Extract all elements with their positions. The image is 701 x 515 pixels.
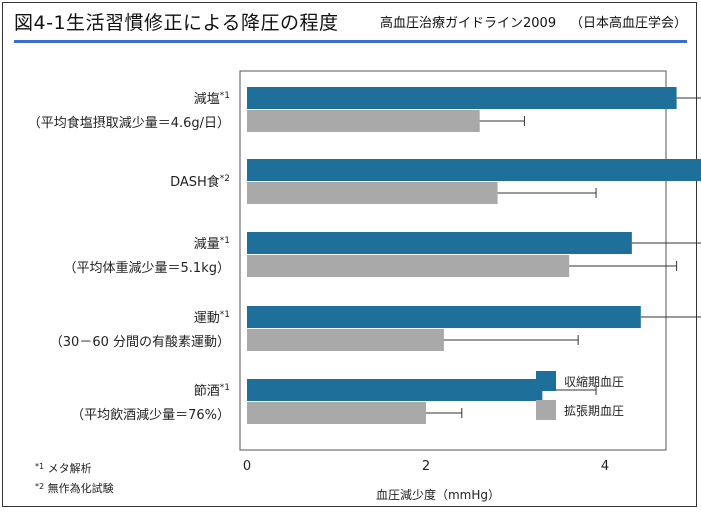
diastolic-bar-3 [247, 329, 444, 351]
systolic-bar-0 [247, 87, 677, 109]
legend-label-1: 拡張期血圧 [564, 404, 624, 418]
legend-label-0: 収縮期血圧 [564, 374, 624, 389]
category-mark-1: *2 [220, 174, 230, 184]
slide-title: 図4-1生活習慣修正による降圧の程度 [14, 12, 339, 34]
legend-swatch-1 [536, 400, 556, 420]
footnote-text-1: 無作為化試験 [44, 481, 114, 495]
category-sublabel-2: （平均体重減少量＝5.1kg） [64, 260, 230, 276]
category-name-3: 運動 [194, 311, 220, 326]
diastolic-bar-4 [247, 402, 426, 424]
category-name-1: DASH食 [170, 174, 220, 190]
category-mark-0: *1 [220, 91, 230, 101]
systolic-bar-2 [247, 232, 632, 254]
category-label-0: 減塩*1 [194, 91, 230, 107]
diastolic-bar-2 [247, 255, 570, 277]
x-tick-label-1: 2 [422, 459, 430, 474]
header-rule [14, 40, 687, 43]
systolic-bar-4 [247, 379, 543, 401]
footnote-mark-0: *1 [35, 462, 44, 471]
category-label-1: DASH食*2 [170, 174, 230, 190]
footnote-mark-1: *2 [35, 482, 44, 491]
organization-label: （日本高血圧学会） [570, 16, 688, 31]
category-mark-4: *1 [220, 383, 230, 393]
category-sublabel-0: （平均食塩摂取減少量＝4.6g/日） [28, 115, 230, 131]
footnote-text-0: メタ解析 [44, 461, 92, 475]
footnote-0: *1 メタ解析 [35, 461, 92, 475]
x-tick-label-0: 0 [243, 459, 251, 474]
footnote-1: *2 無作為化試験 [35, 481, 114, 495]
category-label-2: 減量*1 [194, 236, 230, 252]
category-label-4: 節酒*1 [194, 383, 230, 399]
systolic-bar-3 [247, 306, 641, 328]
diastolic-bar-0 [247, 110, 480, 132]
category-name-0: 減塩 [194, 91, 220, 107]
category-sublabel-3: （30－60 分間の有酸素運動） [50, 335, 230, 350]
category-name-4: 節酒 [194, 384, 220, 399]
category-name-2: 減量 [194, 236, 220, 252]
x-axis-title: 血圧減少度（mmHg） [376, 487, 500, 502]
category-sublabel-4: （平均飲酒減少量＝76%） [71, 407, 230, 423]
category-label-3: 運動*1 [194, 310, 230, 326]
category-mark-2: *1 [220, 236, 230, 246]
legend-swatch-0 [536, 371, 556, 391]
source-label: 高血圧治療ガイドライン2009 [380, 16, 557, 31]
x-tick-label-2: 4 [601, 459, 609, 474]
diastolic-bar-1 [247, 182, 498, 204]
category-mark-3: *1 [220, 310, 230, 320]
plot-frame [239, 70, 667, 451]
systolic-bar-1 [247, 159, 701, 181]
